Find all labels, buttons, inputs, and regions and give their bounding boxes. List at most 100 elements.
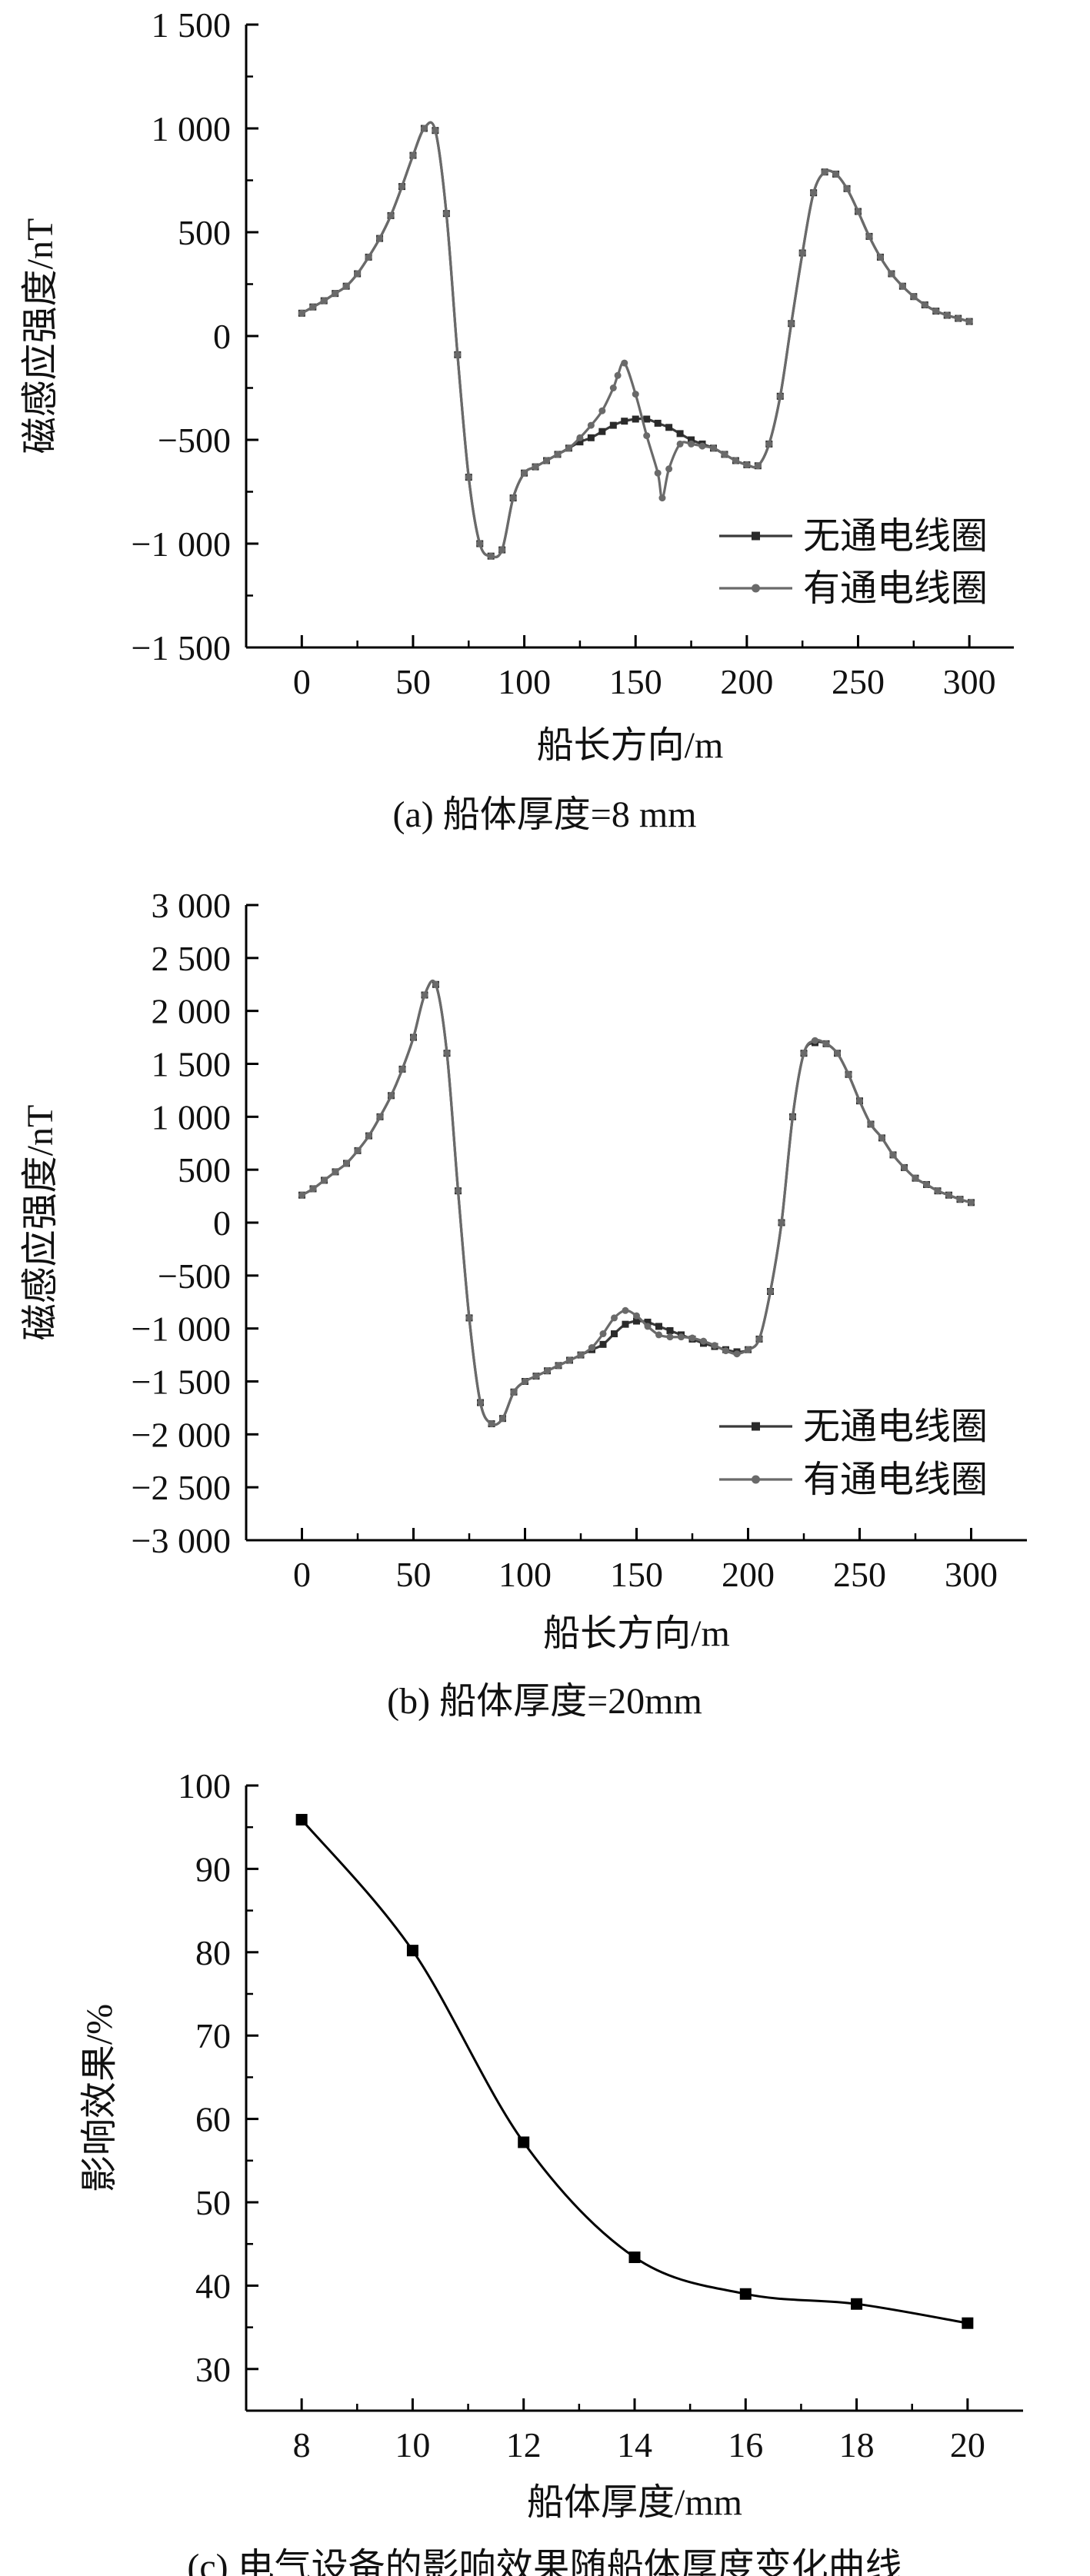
data-point [755,1335,763,1343]
data-point [521,469,528,477]
data-point [666,1326,674,1334]
data-point [955,315,962,322]
x-tick-label: 200 [720,662,773,701]
data-point [676,440,684,448]
data-point [732,457,739,464]
data-point [354,270,362,278]
data-point [912,1174,919,1182]
data-point [532,463,539,471]
y-tick-label: −500 [158,421,231,460]
data-point [406,1945,418,1957]
data-point [643,415,651,423]
x-tick-label: 10 [395,2425,430,2465]
data-point [614,371,622,379]
data-point [788,320,795,328]
data-point [778,1219,785,1226]
data-point [666,1333,674,1341]
y-tick-label: 1 000 [152,109,232,148]
y-tick-label: 500 [178,1150,231,1190]
data-point [688,436,695,444]
chart-caption: (b) 船体厚度=20mm [387,1681,702,1722]
y-tick-label: −500 [158,1256,231,1296]
y-tick-label: 80 [195,1933,231,1972]
data-point [465,474,472,481]
data-point [599,1340,607,1348]
y-tick-label: −2 500 [132,1468,231,1507]
data-point [476,540,484,547]
legend-marker [752,1475,760,1484]
x-tick-label: 300 [945,1555,998,1594]
data-point [628,2252,641,2264]
y-tick-label: −1 000 [132,524,231,564]
data-point [968,1199,975,1206]
y-tick-label: −1 000 [132,1310,231,1349]
data-point [655,1331,662,1339]
x-tick-label: 0 [293,1555,311,1594]
data-point [609,384,617,391]
data-point [509,494,517,502]
data-point [943,311,951,319]
data-point [599,1330,607,1338]
data-point [888,270,895,278]
data-point [876,253,884,261]
legend-marker [752,1422,760,1431]
data-point [295,1813,308,1825]
data-point [633,1312,640,1320]
y-tick-label: 1 500 [152,1045,232,1084]
legend-label: 无通电线圈 [803,516,988,557]
data-point [432,980,439,988]
data-point [889,1151,897,1159]
data-point [566,1356,573,1364]
data-point [320,297,328,305]
data-point [588,1343,595,1351]
y-tick-label: −2 000 [132,1415,231,1454]
data-point [776,392,784,400]
y-tick-label: −1 500 [132,1363,231,1402]
data-point [354,1147,362,1154]
data-point [332,1168,339,1176]
y-tick-label: −1 500 [132,628,231,667]
data-point [810,189,818,197]
y-tick-label: 70 [195,2016,231,2055]
data-point [576,438,584,446]
data-point [962,2317,974,2329]
data-point [609,421,617,429]
data-point [554,451,562,458]
data-point [477,1399,484,1406]
data-point [577,1351,585,1359]
data-point [709,444,717,452]
data-point [522,1378,528,1385]
data-point [332,290,339,298]
y-tick-label: 2 000 [152,992,232,1031]
data-point [342,282,350,290]
x-tick-label: 150 [609,662,662,701]
data-point [633,1317,640,1325]
data-point [843,185,851,192]
y-axis-title: 影响效果/% [79,2004,120,2192]
data-point [654,469,662,477]
data-point [543,457,551,464]
chart-caption: (a) 船体厚度=8 mm [392,794,696,835]
data-point [518,2136,530,2148]
chart-caption: (c) 电气设备的影响效果随船体厚度变化曲线 [187,2547,902,2576]
data-point [822,1040,830,1047]
data-point [409,151,417,159]
data-point [420,125,428,132]
series-line [300,1819,968,2325]
data-point [832,170,840,178]
legend-label: 有通电线圈 [803,1459,988,1500]
y-tick-label: −3 000 [132,1521,231,1560]
data-point [644,1323,652,1330]
x-tick-label: 150 [610,1555,663,1594]
data-point [309,1185,317,1193]
data-point [688,440,695,448]
y-tick-label: 50 [195,2183,231,2222]
chart-a: 1 500 1 000 500 0 −500 −1 000 −1 500 0 50 100 150 2… [20,5,1014,835]
data-point [643,432,651,440]
series-0 [298,979,975,1428]
data-point [934,1187,942,1195]
data-point [622,1306,629,1314]
